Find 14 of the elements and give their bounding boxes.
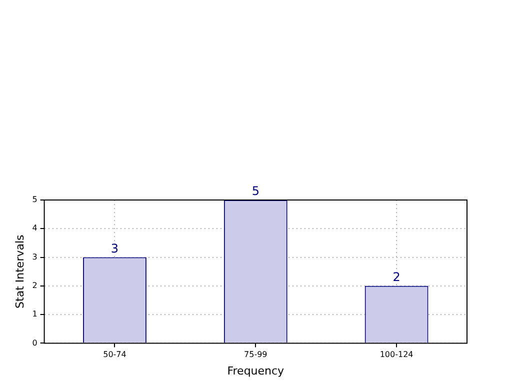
data-label: 5 — [252, 184, 260, 198]
data-label: 3 — [110, 241, 119, 256]
y-axis-title: Stat Intervals — [13, 234, 26, 308]
y-tick-label: 0 — [32, 338, 38, 348]
x-tick-label: 75-99 — [244, 350, 268, 360]
y-tick-label: 5 — [32, 195, 38, 204]
data-label: 2 — [392, 270, 400, 284]
y-tick-label: 3 — [32, 252, 38, 262]
x-tick-label: 50-74 — [103, 350, 126, 360]
y-tick-label: 4 — [32, 224, 38, 233]
y-tick-label: 2 — [32, 281, 38, 290]
x-tick-label: 100-124 — [380, 350, 414, 360]
x-axis-title: Frequency — [227, 364, 285, 378]
y-tick-label: 1 — [32, 310, 38, 319]
